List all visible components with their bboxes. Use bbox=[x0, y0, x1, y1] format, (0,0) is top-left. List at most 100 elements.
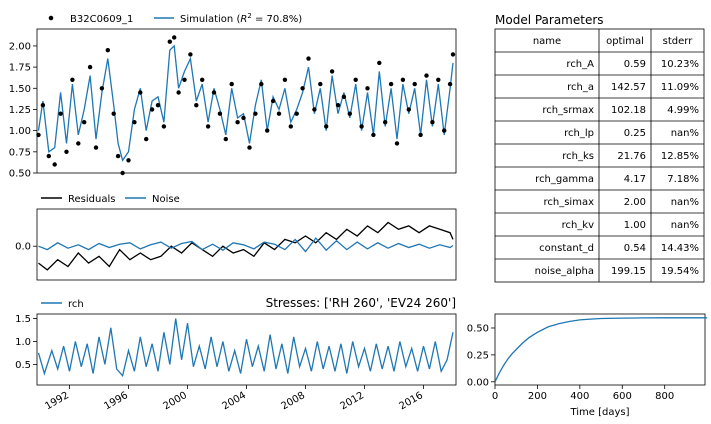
legend: rch bbox=[41, 299, 84, 310]
y-tick-label: 0.25 bbox=[467, 350, 489, 361]
x-tick-label: 1992 bbox=[43, 390, 71, 412]
table-body: name optimal stderr rch_A 0.59 10.23% rch_a 142… bbox=[494, 28, 705, 283]
observation-point bbox=[93, 145, 99, 150]
table-cell: 0.54 bbox=[624, 243, 646, 254]
column-header: name bbox=[533, 36, 561, 47]
observation-point bbox=[253, 111, 258, 116]
observation-point bbox=[217, 111, 223, 116]
y-tick-label: 0.50 bbox=[9, 169, 31, 180]
table-cell: noise_alpha bbox=[535, 266, 594, 277]
plot-area bbox=[494, 317, 708, 383]
observation-point bbox=[70, 77, 75, 83]
observation-point bbox=[335, 103, 341, 108]
table-cell: rch_ks bbox=[562, 151, 594, 162]
table-cell: 199.15 bbox=[611, 266, 646, 277]
plot-area bbox=[38, 221, 454, 271]
observation-point bbox=[270, 98, 276, 104]
observation-point bbox=[406, 107, 411, 112]
table-cell: 21.76 bbox=[617, 151, 646, 162]
parameters-table: Model Parameters name optimal stderr rch_A 0… bbox=[494, 13, 705, 283]
observation-point bbox=[46, 153, 51, 159]
observation-point bbox=[200, 77, 205, 83]
observations-simulation-panel: 0.50 0.75 1.00 1.25 1.50 1.75 2.00 B32C0609_1 … bbox=[9, 12, 457, 180]
axes-frame bbox=[36, 208, 457, 281]
table-cell: rch_srmax bbox=[542, 105, 594, 116]
observation-point bbox=[282, 77, 288, 83]
x-tick-label: 2008 bbox=[279, 390, 307, 412]
observation-point bbox=[120, 170, 125, 176]
observation-point bbox=[365, 86, 370, 91]
table-cell: 142.57 bbox=[611, 82, 646, 93]
observation-point bbox=[241, 115, 246, 121]
x-tick-label: 800 bbox=[655, 391, 674, 402]
axes-frame bbox=[36, 28, 457, 174]
simulation-line bbox=[37, 44, 454, 162]
observation-point bbox=[312, 107, 317, 112]
observation-point bbox=[82, 120, 87, 125]
observation-point bbox=[194, 103, 199, 108]
y-tick-label: 0.00 bbox=[467, 377, 489, 388]
observation-point bbox=[247, 145, 252, 150]
y-tick-label: 1.5 bbox=[15, 314, 31, 325]
observation-point bbox=[205, 124, 211, 129]
noise-line bbox=[38, 237, 454, 253]
step-response-line bbox=[494, 317, 708, 383]
table-cell: nan% bbox=[671, 220, 699, 231]
legend-label-noise: Noise bbox=[152, 194, 180, 205]
observation-point bbox=[424, 73, 429, 78]
y-tick-label: 2.00 bbox=[9, 41, 31, 52]
x-tick-label: 2004 bbox=[220, 390, 248, 412]
observation-point bbox=[383, 120, 388, 125]
observation-point bbox=[388, 81, 394, 87]
plot-area bbox=[36, 35, 456, 176]
legend: Residuals Noise bbox=[41, 194, 180, 205]
axes-frame bbox=[494, 313, 706, 386]
y-axis: 0.5 1.0 1.5 bbox=[15, 314, 37, 371]
table-cell: 19.54% bbox=[661, 266, 699, 277]
y-axis: 0.0 bbox=[15, 242, 37, 253]
observation-point bbox=[259, 81, 264, 87]
observation-point bbox=[188, 52, 193, 57]
observation-point bbox=[436, 77, 441, 83]
table-cell: 1.00 bbox=[624, 220, 646, 231]
x-axis: 0 200 400 600 800 bbox=[492, 385, 674, 402]
observation-point bbox=[138, 90, 143, 95]
observation-point bbox=[306, 56, 311, 61]
legend-label-residuals: Residuals bbox=[68, 194, 115, 205]
table-cell: constant_d bbox=[539, 243, 594, 254]
observation-point bbox=[58, 111, 63, 116]
observation-point bbox=[377, 60, 382, 66]
x-tick-label: 200 bbox=[528, 391, 547, 402]
observation-point bbox=[442, 128, 447, 133]
table-cell: rch_lp bbox=[564, 128, 594, 139]
x-tick-label: 2012 bbox=[338, 390, 366, 412]
observation-point bbox=[111, 111, 116, 116]
residuals-line bbox=[38, 221, 454, 271]
observation-point bbox=[229, 81, 234, 87]
table-cell: 4.17 bbox=[624, 174, 646, 185]
legend: B32C0609_1 Simulation (R2 = 70.8%) bbox=[48, 12, 302, 25]
column-header: stderr bbox=[663, 36, 694, 47]
x-tick-label: 600 bbox=[613, 391, 632, 402]
y-axis: 0.00 0.25 0.50 bbox=[467, 323, 495, 388]
y-tick-label: 1.00 bbox=[9, 126, 31, 137]
observation-point bbox=[371, 132, 376, 138]
table-cell: 14.43% bbox=[661, 243, 699, 254]
observation-point bbox=[211, 90, 217, 95]
observation-point bbox=[294, 111, 299, 116]
table-cell: rch_A bbox=[566, 59, 594, 70]
observation-point bbox=[87, 64, 93, 70]
y-tick-label: 1.25 bbox=[9, 105, 31, 116]
x-tick-label: 2016 bbox=[397, 390, 425, 412]
table-border bbox=[494, 28, 705, 283]
stress-title: Stresses: ['RH 260', 'EV24 260'] bbox=[266, 296, 456, 310]
observation-point bbox=[447, 81, 453, 87]
column-header: optimal bbox=[606, 36, 644, 47]
observation-point bbox=[105, 48, 111, 53]
observation-point bbox=[394, 141, 400, 146]
legend-label-observations: B32C0609_1 bbox=[70, 14, 133, 25]
observation-point bbox=[36, 132, 41, 138]
observation-point bbox=[347, 111, 352, 116]
observation-point bbox=[450, 52, 456, 57]
